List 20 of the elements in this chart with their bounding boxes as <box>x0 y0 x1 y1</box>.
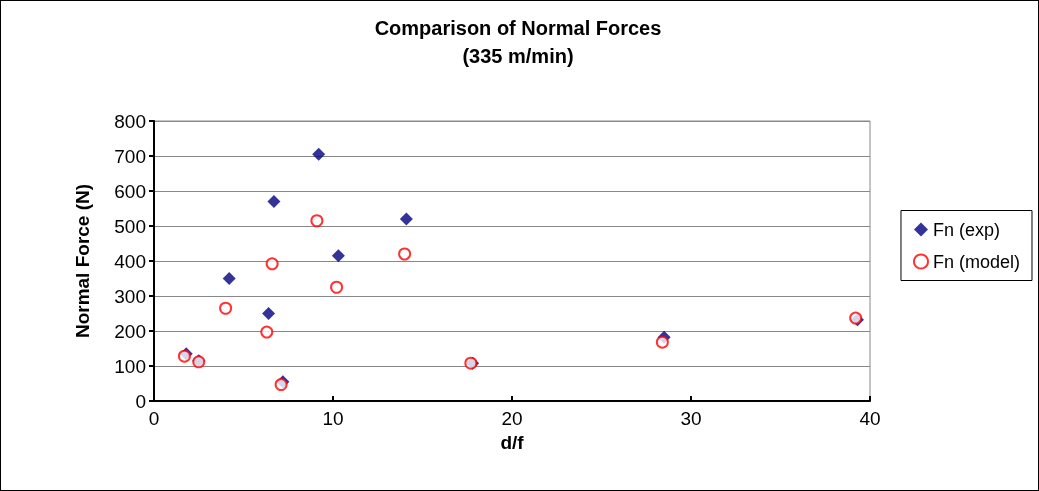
y-tick-label: 200 <box>114 320 146 342</box>
y-tick-label: 800 <box>114 110 146 132</box>
y-tick-label: 700 <box>114 145 146 167</box>
y-tick-label: 300 <box>114 285 146 307</box>
y-tick-label: 500 <box>114 215 146 237</box>
x-axis-title: d/f <box>500 432 525 453</box>
y-tick-label: 600 <box>114 180 146 202</box>
y-tick-label: 0 <box>135 390 146 412</box>
chart-subtitle: (335 m/min) <box>462 45 574 67</box>
x-tick-label: 0 <box>148 408 160 429</box>
x-tick-label: 30 <box>680 408 702 429</box>
y-tick-label: 100 <box>114 355 146 377</box>
chart-title: Comparison of Normal Forces <box>374 17 662 39</box>
y-tick-label: 400 <box>114 250 146 272</box>
x-tick-label: 10 <box>322 408 344 429</box>
y-axis-title: Normal Force (N) <box>72 183 93 339</box>
x-tick-label: 20 <box>501 408 523 429</box>
legend-label: Fn (model) <box>932 251 1021 272</box>
legend-label: Fn (exp) <box>932 219 1001 240</box>
x-tick-label: 40 <box>859 408 881 429</box>
